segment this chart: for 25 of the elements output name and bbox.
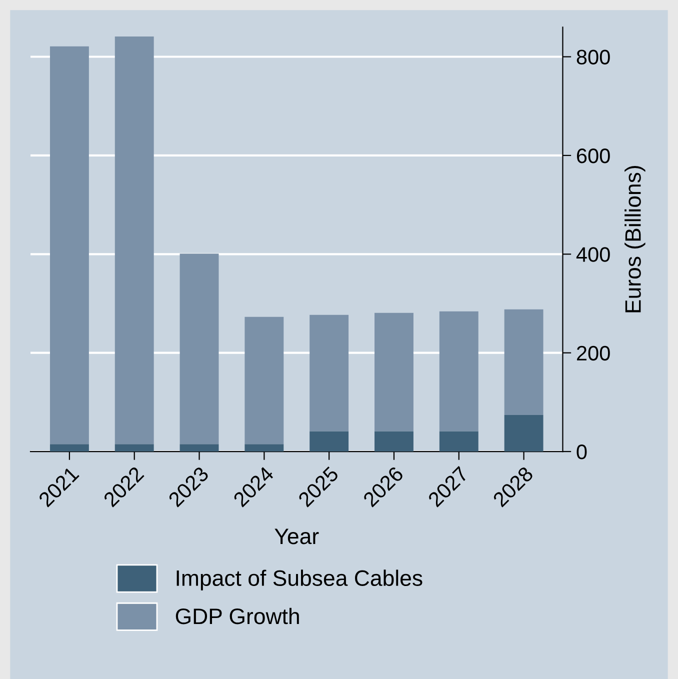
legend-label: Impact of Subsea Cables — [176, 570, 422, 590]
y-tick-label: 400 — [576, 247, 610, 262]
bar — [310, 431, 349, 452]
y-axis-title: Euros (Billions) — [624, 166, 646, 312]
bar — [114, 36, 154, 444]
legend-label: GDP Growth — [176, 608, 299, 624]
y-tick-label: 600 — [576, 148, 610, 164]
bar — [244, 316, 284, 444]
x-axis-title: Year — [274, 528, 319, 544]
bar — [180, 444, 219, 452]
bar — [504, 415, 544, 452]
bar — [439, 431, 478, 452]
y-tick-label: 200 — [576, 346, 610, 361]
bar — [374, 431, 414, 452]
bar — [180, 254, 219, 444]
bar — [114, 444, 154, 452]
bar — [50, 444, 89, 452]
bar — [50, 46, 89, 444]
bar — [374, 312, 414, 432]
y-tick-label: 0 — [576, 444, 587, 460]
bar — [310, 314, 349, 432]
bar — [439, 311, 478, 432]
bar — [244, 444, 284, 452]
y-tick-label: 800 — [576, 50, 610, 65]
bar — [504, 309, 544, 416]
